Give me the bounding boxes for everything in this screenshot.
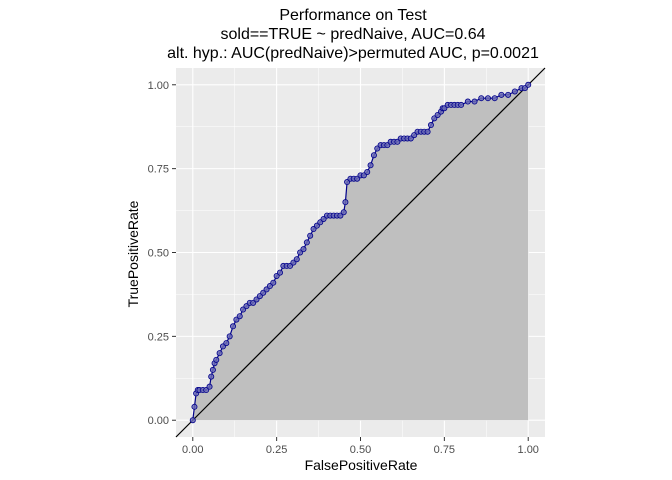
roc-point xyxy=(276,269,283,276)
x-tick-label: 0.00 xyxy=(182,444,203,456)
y-tick-label: 0.50 xyxy=(148,248,169,260)
x-tick-label: 0.50 xyxy=(350,444,371,456)
roc-point xyxy=(189,417,196,424)
y-axis-ticks: 0.00 0.25 0.50 0.75 1.00 xyxy=(148,80,176,427)
roc-point xyxy=(364,168,371,175)
roc-point xyxy=(303,239,310,246)
y-tick-label: 0.00 xyxy=(148,415,169,427)
roc-point xyxy=(307,232,314,239)
y-axis-title: TruePositiveRate xyxy=(125,200,141,307)
x-tick-label: 0.75 xyxy=(434,444,455,456)
chart-title-line-2: sold==TRUE ~ predNaive, AUC=0.64 xyxy=(220,26,485,43)
roc-point xyxy=(464,98,471,105)
roc-point xyxy=(293,256,300,263)
y-tick-label: 1.00 xyxy=(148,80,169,92)
roc-point xyxy=(367,162,374,169)
reference-diagonal-line xyxy=(175,67,546,438)
roc-point xyxy=(216,350,223,357)
roc-point xyxy=(511,88,518,95)
roc-point xyxy=(213,356,220,363)
roc-point xyxy=(300,246,307,253)
chart-title-line-3: alt. hyp.: AUC(predNaive)>permuted AUC, … xyxy=(167,45,539,62)
roc-point xyxy=(340,209,347,216)
roc-point xyxy=(206,383,213,390)
roc-point xyxy=(342,199,349,206)
x-axis-title: FalsePositiveRate xyxy=(305,457,418,473)
roc-point xyxy=(209,366,216,373)
roc-point xyxy=(505,91,512,98)
chart-title-line-1: Performance on Test xyxy=(279,7,427,24)
roc-point xyxy=(230,323,237,330)
roc-point xyxy=(370,152,377,159)
roc-point xyxy=(498,91,505,98)
roc-point xyxy=(208,373,215,380)
y-tick-label: 0.75 xyxy=(148,164,169,176)
roc-point xyxy=(270,279,277,286)
roc-points xyxy=(189,81,532,424)
roc-point xyxy=(478,95,485,102)
x-tick-label: 0.25 xyxy=(266,444,287,456)
roc-point xyxy=(525,81,532,88)
roc-point xyxy=(191,403,198,410)
x-tick-label: 1.00 xyxy=(518,444,539,456)
y-tick-label: 0.25 xyxy=(148,331,169,343)
x-axis-ticks: 0.00 0.25 0.50 0.75 1.00 xyxy=(182,437,539,456)
roc-point xyxy=(471,98,478,105)
roc-point xyxy=(491,95,498,102)
roc-point xyxy=(236,313,243,320)
roc-point xyxy=(223,340,230,347)
roc-point xyxy=(424,128,431,135)
roc-point xyxy=(458,101,465,108)
roc-point xyxy=(226,333,233,340)
roc-point xyxy=(484,95,491,102)
roc-point xyxy=(427,122,434,129)
